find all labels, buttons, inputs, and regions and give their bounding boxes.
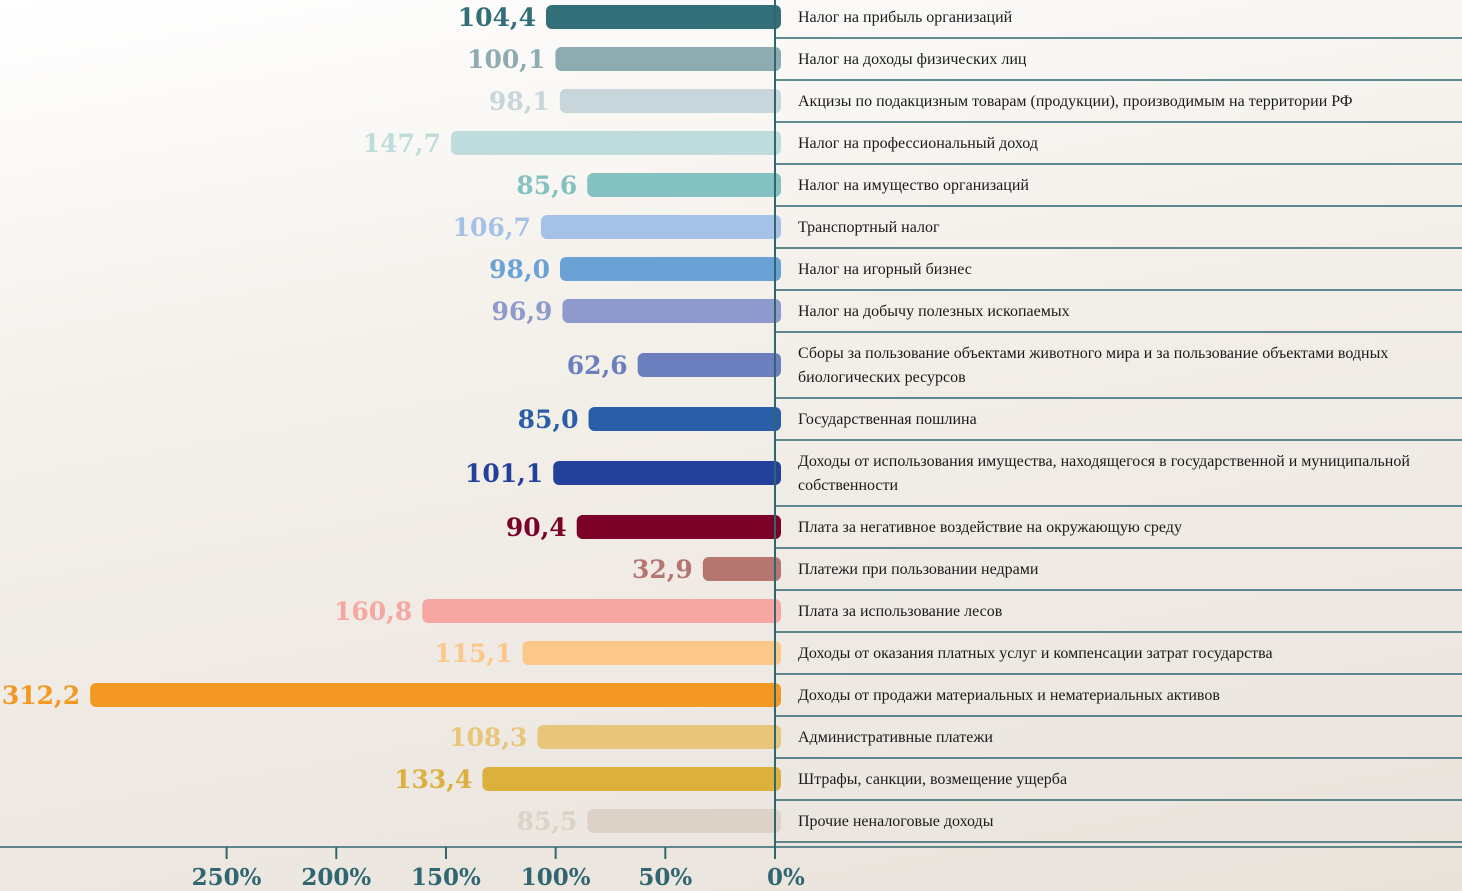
- value-label: 312,2: [2, 681, 80, 710]
- category-label: Налог на доходы физических лиц: [798, 51, 1027, 68]
- category-label: Государственная пошлина: [798, 411, 977, 428]
- bar: [559, 89, 781, 113]
- value-label: 115,1: [434, 639, 512, 668]
- value-label: 160,8: [334, 597, 412, 626]
- category-label: Акцизы по подакцизным товарам (продукции…: [798, 93, 1353, 110]
- category-label: Доходы от продажи материальных и нематер…: [798, 687, 1220, 704]
- value-label: 100,1: [467, 45, 545, 74]
- value-label: 62,6: [567, 351, 628, 380]
- bar: [545, 5, 781, 29]
- value-label: 90,4: [506, 513, 567, 542]
- bar: [451, 131, 781, 155]
- value-label: 133,4: [394, 765, 472, 794]
- value-label: 106,7: [453, 213, 531, 242]
- category-label: Налог на прибыль организаций: [798, 9, 1013, 26]
- x-tick-label: 100%: [521, 864, 591, 891]
- category-label: Сборы за пользование объектами животного…: [798, 345, 1388, 386]
- bar: [553, 461, 781, 485]
- bar: [588, 407, 781, 431]
- bar: [702, 557, 781, 581]
- category-label: Доходы от использования имущества, наход…: [798, 453, 1410, 494]
- bar: [562, 299, 781, 323]
- category-label: Налог на имущество организаций: [798, 177, 1029, 194]
- category-label: Платежи при пользовании недрами: [798, 561, 1039, 578]
- bar: [422, 599, 781, 623]
- bar: [576, 515, 781, 539]
- category-label: Налог на игорный бизнес: [798, 261, 972, 278]
- category-label: Прочие неналоговые доходы: [798, 813, 994, 830]
- category-label: Доходы от оказания платных услуг и компе…: [798, 645, 1273, 662]
- bar: [587, 173, 781, 197]
- bar: [555, 47, 781, 71]
- category-label: Налог на профессиональный доход: [798, 135, 1038, 152]
- x-tick-label: 200%: [301, 864, 371, 891]
- bar: [560, 257, 781, 281]
- value-label: 101,1: [465, 459, 543, 488]
- bar: [637, 353, 781, 377]
- category-label: Административные платежи: [798, 729, 993, 746]
- category-label: Транспортный налог: [798, 219, 940, 236]
- value-label: 85,0: [518, 405, 579, 434]
- bar: [90, 683, 781, 707]
- x-tick-label: 150%: [411, 864, 481, 891]
- category-label: Налог на добычу полезных ископаемых: [798, 303, 1070, 320]
- value-label: 104,4: [458, 3, 536, 32]
- category-label: Штрафы, санкции, возмещение ущерба: [798, 771, 1067, 788]
- x-tick-label: 250%: [192, 864, 262, 891]
- category-label: Плата за негативное воздействие на окруж…: [798, 519, 1182, 536]
- x-tick-label: 0%: [767, 864, 805, 891]
- value-label: 98,1: [489, 87, 550, 116]
- bar: [587, 809, 781, 833]
- bar: [522, 641, 781, 665]
- value-label: 98,0: [489, 255, 550, 284]
- value-label: 32,9: [632, 555, 693, 584]
- value-label: 85,5: [517, 807, 578, 836]
- value-label: 85,6: [516, 171, 577, 200]
- bar: [482, 767, 781, 791]
- value-label: 108,3: [449, 723, 527, 752]
- category-label: Плата за использование лесов: [798, 603, 1003, 620]
- x-tick-label: 50%: [638, 864, 692, 891]
- bar: [540, 215, 781, 239]
- bar: [537, 725, 781, 749]
- value-label: 96,9: [492, 297, 553, 326]
- value-label: 147,7: [363, 129, 441, 158]
